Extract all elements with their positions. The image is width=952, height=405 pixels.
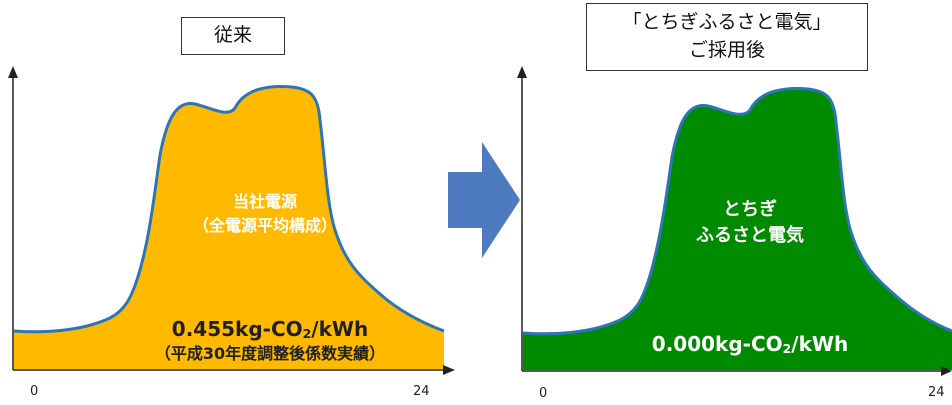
right-emission-sub: 2 — [782, 340, 792, 356]
after-adoption-label-line2: ご採用後 — [688, 39, 765, 61]
right-arrow-icon — [448, 142, 520, 258]
left-demand-area — [14, 86, 444, 369]
left-emission-prefix: 0.455kg-CO — [171, 317, 303, 341]
right-emission-suffix: /kWh — [791, 332, 849, 356]
left-emission-sub: 2 — [302, 325, 312, 341]
right-emission-prefix: 0.000kg-CO — [651, 332, 783, 356]
after-adoption-label-box: 「とちぎふるさと電気」 ご採用後 — [586, 3, 868, 71]
left-source-text: 当社電源 （全電源平均構成） — [130, 190, 400, 238]
conventional-label-box: 従来 — [181, 17, 285, 55]
left-x-end-label: 24 — [413, 384, 430, 399]
left-demand-curve — [13, 85, 445, 334]
left-x-start-label: 0 — [30, 384, 39, 399]
right-demand-area — [523, 88, 952, 370]
left-emission-suffix: /kWh — [311, 317, 369, 341]
right-demand-curve — [522, 87, 952, 336]
left-emission-factor: 0.455kg-CO2/kWh — [100, 316, 440, 347]
right-x-end-label: 24 — [928, 385, 945, 400]
right-source-text: とちぎ ふるさと電気 — [650, 197, 850, 249]
right-x-axis-arrowhead — [941, 366, 952, 376]
conventional-label: 従来 — [213, 24, 252, 46]
left-emission-note: （平成30年度調整後係数実績） — [154, 344, 386, 363]
left-x-axis-arrowhead — [443, 365, 455, 375]
left-y-axis-arrowhead — [8, 66, 18, 78]
left-source-line2: （全電源平均構成） — [192, 216, 337, 235]
right-source-line1: とちぎ — [723, 199, 777, 220]
right-x-start-label: 0 — [539, 386, 548, 401]
right-y-axis-arrowhead — [517, 66, 527, 78]
right-emission-factor: 0.000kg-CO2/kWh — [600, 331, 900, 362]
left-source-line1: 当社電源 — [232, 192, 297, 211]
after-adoption-label-line1: 「とちぎふるさと電気」 — [622, 11, 832, 33]
right-source-line2: ふるさと電気 — [696, 225, 804, 246]
